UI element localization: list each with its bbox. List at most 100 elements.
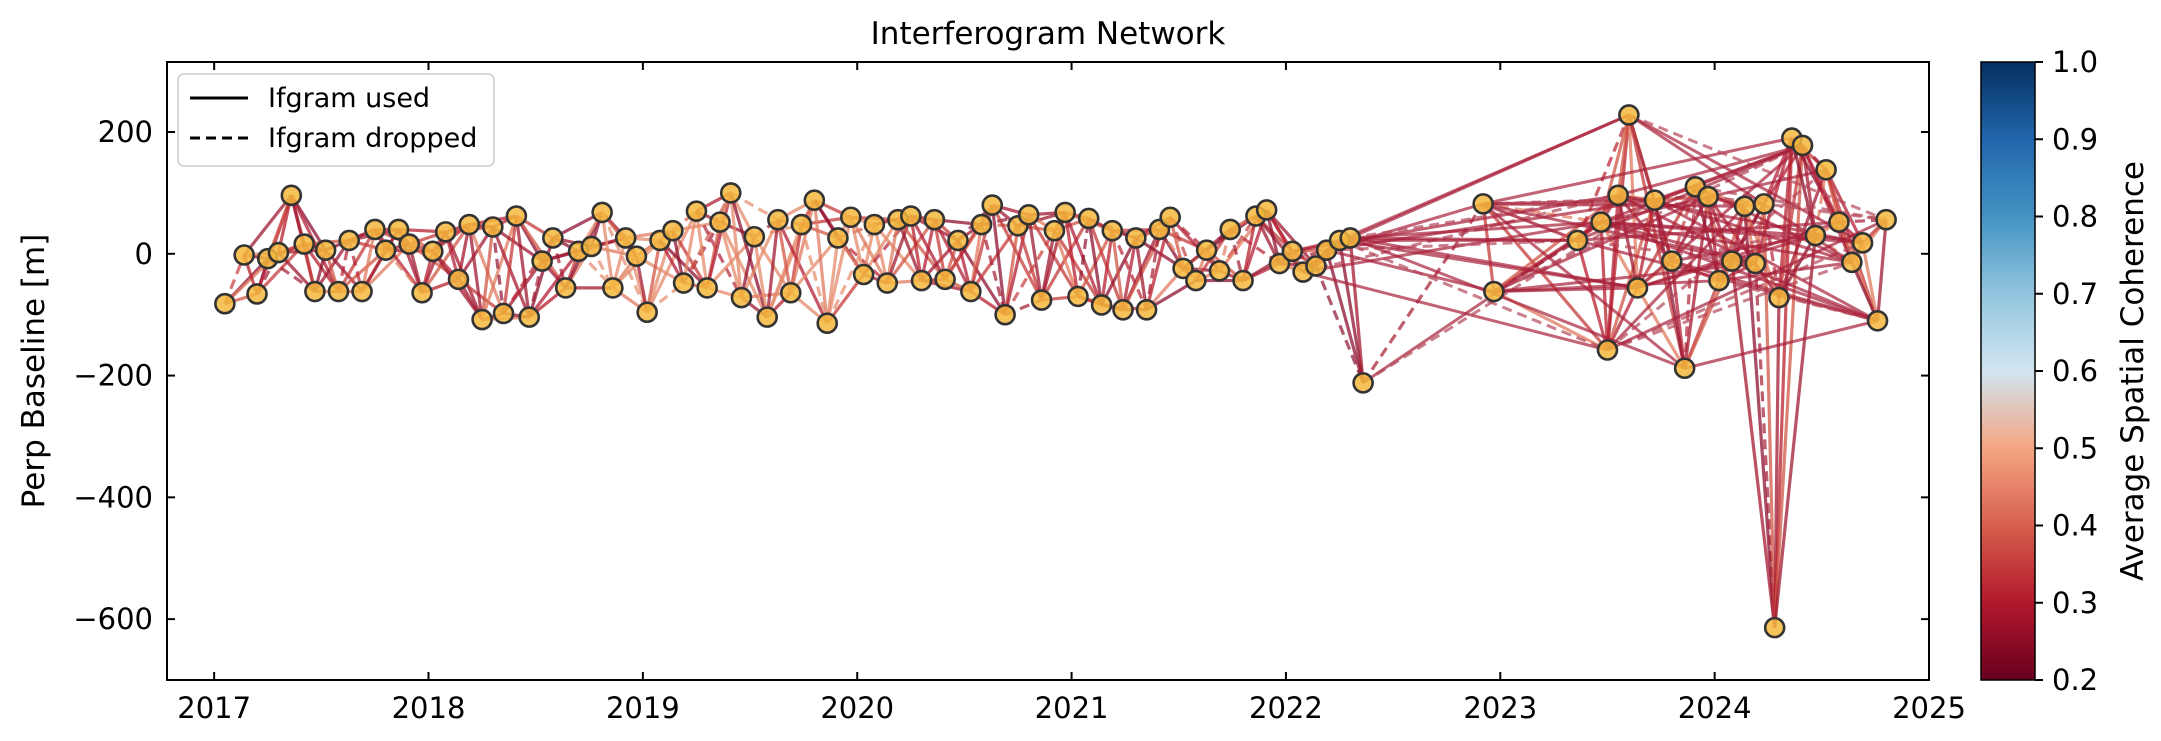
acquisition-point bbox=[1172, 257, 1194, 280]
acquisition-point bbox=[994, 303, 1016, 326]
ifgram-used-edge bbox=[1875, 219, 1888, 321]
acquisition-point bbox=[1708, 269, 1730, 292]
acquisition-point bbox=[900, 205, 922, 227]
acquisition-point bbox=[351, 280, 373, 303]
ifgram-dropped-edge bbox=[1708, 195, 1887, 222]
acquisition-point bbox=[1472, 193, 1494, 215]
ifgram-dropped-edge bbox=[1338, 239, 1609, 352]
ifgram-used-edge bbox=[1027, 214, 1044, 301]
ifgram-used-edge bbox=[1350, 220, 1602, 240]
ifgram-dropped-edge bbox=[799, 224, 829, 324]
ifgram-used-edge bbox=[1493, 279, 1720, 294]
ifgram-used-edge bbox=[1628, 113, 1864, 245]
x-tick-label: 2023 bbox=[1463, 691, 1537, 725]
acquisition-point bbox=[447, 268, 470, 291]
ifgram-dropped-edge bbox=[1110, 230, 1149, 311]
ifgram-used-edge bbox=[420, 231, 448, 294]
acquisition-point bbox=[422, 240, 444, 263]
ifgram-dropped-edge bbox=[1753, 263, 1777, 628]
ifgram-used-edge bbox=[789, 199, 816, 294]
ifgram-used-edge bbox=[885, 215, 913, 284]
ifgram-used-edge bbox=[896, 218, 947, 281]
acquisition-point bbox=[505, 205, 528, 227]
ifgram-used-edge bbox=[1492, 194, 1620, 293]
acquisition-point bbox=[1626, 277, 1649, 299]
acquisition-point bbox=[233, 244, 255, 266]
ifgram-used-edge bbox=[1824, 169, 1864, 244]
ifgram-used-edge bbox=[1482, 136, 1793, 206]
x-axis: 2017 2018 2019 2020 2021 2022 2023 2024 2025 bbox=[177, 62, 1966, 725]
acquisition-point bbox=[580, 235, 603, 258]
acquisition-point bbox=[923, 208, 946, 231]
acquisition-point bbox=[1744, 252, 1767, 275]
ifgram-used-edge bbox=[1575, 239, 1610, 351]
legend-label-dropped: Ifgram dropped bbox=[268, 123, 477, 154]
ifgram-used-edge bbox=[752, 236, 769, 318]
acquisition-point bbox=[1643, 189, 1666, 212]
acquisition-point bbox=[492, 302, 515, 325]
acquisition-point bbox=[246, 283, 268, 305]
ifgram-used-edge bbox=[718, 221, 769, 318]
ifgram-dropped-edge bbox=[1671, 220, 1840, 263]
colorbar-tick-label: 1.0 bbox=[2052, 45, 2098, 79]
acquisition-point bbox=[730, 286, 753, 309]
colorbar-gradient bbox=[1980, 61, 2036, 681]
acquisition-point bbox=[1067, 285, 1089, 308]
acquisition-point bbox=[625, 245, 648, 268]
y-tick-label: 0 bbox=[135, 237, 153, 271]
ifgram-used-edge bbox=[1349, 113, 1630, 240]
ifgram-used-edge bbox=[990, 204, 1007, 315]
acquisition-point bbox=[531, 250, 553, 272]
ifgram-used-edge bbox=[1616, 114, 1631, 196]
ifgram-used-edge bbox=[514, 215, 531, 318]
ifgram-used-edge bbox=[1265, 208, 1318, 268]
x-tick-label: 2024 bbox=[1678, 691, 1752, 725]
ifgram-dropped-edge bbox=[1076, 218, 1091, 297]
acquisition-point bbox=[1841, 251, 1863, 274]
acquisition-point bbox=[719, 182, 742, 204]
acquisition-point bbox=[1763, 616, 1786, 639]
ifgram-used-edge bbox=[789, 236, 840, 294]
ifgram-used-edge bbox=[1654, 144, 1804, 202]
ifgram-dropped-edge bbox=[1218, 215, 1258, 272]
ifgram-dropped-edge bbox=[836, 236, 889, 285]
ifgram-dropped-edge bbox=[600, 211, 649, 313]
ifgram-used-edge bbox=[420, 223, 471, 294]
ifgram-dropped-edge bbox=[1628, 113, 1887, 222]
ifgram-used-edge bbox=[776, 219, 829, 324]
acquisition-point bbox=[602, 277, 624, 299]
ifgram-dropped-edge bbox=[862, 215, 913, 276]
acquisition-point bbox=[1720, 250, 1743, 272]
y-axis-label: Perp Baseline [m] bbox=[16, 234, 52, 509]
x-tick-label: 2017 bbox=[177, 691, 251, 725]
acquisition-point bbox=[672, 272, 695, 294]
plot-frame bbox=[166, 61, 1930, 681]
ifgram-dropped-edge bbox=[1493, 144, 1804, 293]
ifgram-used-edge bbox=[718, 221, 744, 299]
ifgram-used-edge bbox=[909, 215, 924, 281]
acquisition-point bbox=[387, 218, 410, 241]
acquisition-point bbox=[1352, 372, 1374, 394]
acquisition-point bbox=[960, 280, 982, 303]
colorbar-tick-label: 0.8 bbox=[2052, 200, 2098, 234]
acquisition-point bbox=[554, 277, 577, 299]
acquisition-point bbox=[1618, 104, 1640, 126]
colorbar-ticks: 1.0 0.9 0.8 0.7 0.6 0.5 0.4 0.3 0.2 bbox=[2035, 45, 2098, 697]
acquisition-point bbox=[947, 229, 969, 252]
interferogram-edges bbox=[223, 113, 1888, 628]
ifgram-used-edge bbox=[671, 229, 709, 289]
ifgram-used-edge bbox=[501, 215, 518, 314]
colorbar-tick-label: 0.2 bbox=[2052, 663, 2098, 697]
acquisition-point bbox=[1030, 289, 1053, 311]
x-tick-label: 2022 bbox=[1249, 691, 1323, 725]
ifgram-used-edge bbox=[1110, 230, 1125, 311]
ifgram-used-edge bbox=[990, 204, 1043, 301]
ifgram-used-edge bbox=[467, 224, 484, 320]
acquisition-point bbox=[1090, 294, 1113, 316]
ifgram-used-edge bbox=[1349, 236, 1638, 290]
acquisition-point bbox=[1697, 185, 1720, 208]
acquisition-point bbox=[304, 280, 326, 303]
ifgram-used-edge bbox=[527, 250, 580, 319]
acquisition-point bbox=[314, 239, 337, 261]
